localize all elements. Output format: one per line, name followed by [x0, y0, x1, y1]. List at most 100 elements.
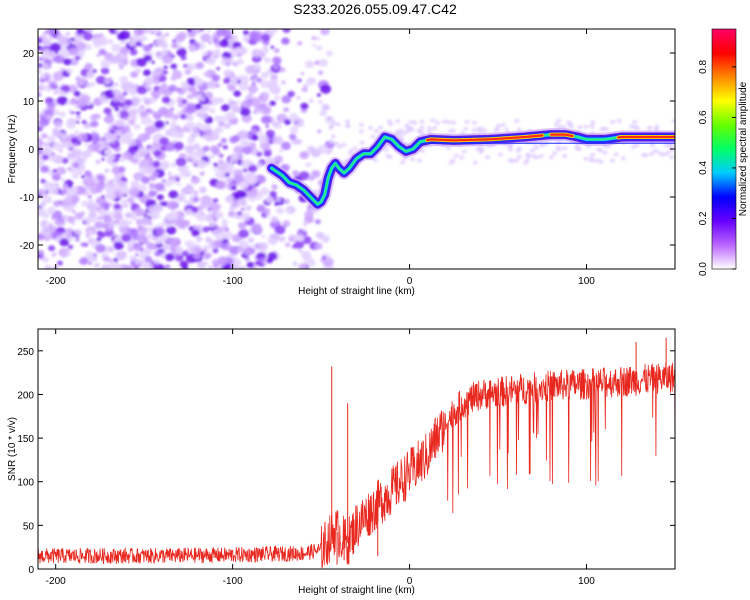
noise-speckle: [324, 115, 335, 124]
noise-speckle: [184, 144, 195, 154]
noise-speckle: [97, 215, 103, 221]
noise-speckle: [73, 143, 78, 147]
noise-speckle: [120, 198, 128, 205]
noise-speckle: [235, 100, 240, 105]
noise-speckle: [251, 81, 257, 86]
spectrogram-xtick-label: -200: [46, 276, 66, 287]
noise-speckle: [84, 143, 88, 147]
noise-speckle: [281, 95, 292, 104]
noise-speckle: [228, 211, 234, 216]
noise-speckle: [186, 77, 196, 86]
noise-speckle: [238, 75, 250, 85]
noise-speckle: [260, 80, 270, 89]
spectrogram-xtick-label: -100: [223, 276, 243, 287]
noise-speckle: [161, 55, 173, 64]
ridge-speckle: [463, 126, 469, 131]
noise-speckle: [137, 184, 147, 193]
noise-speckle: [63, 58, 72, 66]
ridge-speckle: [331, 121, 337, 125]
ridge-speckle: [426, 126, 432, 131]
noise-speckle: [120, 187, 130, 195]
noise-speckle: [168, 175, 174, 181]
noise-speckle: [198, 186, 207, 193]
noise-speckle: [242, 168, 248, 173]
snr-ytick-label: 150: [17, 434, 34, 445]
noise-speckle: [91, 129, 96, 133]
noise-speckle: [69, 191, 76, 197]
noise-speckle: [195, 62, 205, 69]
ridge-speckle: [603, 127, 609, 132]
noise-speckle: [153, 29, 162, 33]
noise-speckle: [95, 196, 107, 206]
noise-speckle: [136, 233, 148, 243]
noise-speckle: [238, 240, 249, 249]
noise-speckle: [214, 170, 226, 179]
colorbar-label: Normalized spectral amplitude: [738, 81, 749, 216]
spectrogram-ylabel: Frequency (Hz): [7, 115, 18, 184]
noise-speckle: [180, 81, 189, 88]
noise-speckle: [44, 265, 52, 269]
noise-speckle: [144, 125, 156, 135]
noise-speckle: [127, 113, 138, 122]
noise-speckle: [314, 219, 321, 225]
ridge-speckle: [549, 155, 554, 160]
noise-speckle: [66, 101, 71, 106]
noise-speckle: [58, 111, 66, 118]
spectrogram-ytick-label: 20: [23, 49, 35, 60]
noise-speckle: [75, 111, 81, 116]
noise-speckle: [154, 182, 165, 192]
noise-speckle: [315, 231, 325, 239]
noise-speckle: [207, 154, 213, 159]
noise-speckle: [96, 36, 108, 46]
noise-speckle: [256, 162, 263, 168]
spectrogram-ytick-label: -10: [20, 193, 35, 204]
noise-speckle: [46, 101, 56, 109]
ridge-hot-core: [617, 135, 675, 139]
noise-speckle: [123, 117, 129, 121]
ridge-speckle: [417, 158, 422, 163]
noise-speckle: [46, 114, 53, 121]
noise-speckle: [253, 74, 258, 78]
noise-speckle: [260, 115, 271, 124]
noise-speckle: [176, 48, 187, 57]
snr-xtick-label: 100: [578, 576, 595, 587]
noise-speckle: [243, 248, 253, 256]
noise-speckle: [202, 51, 208, 57]
noise-speckle: [103, 131, 114, 141]
noise-speckle: [200, 202, 209, 210]
noise-speckle: [240, 207, 245, 211]
noise-speckle: [118, 102, 125, 108]
noise-speckle: [113, 126, 117, 130]
noise-speckle: [48, 37, 54, 42]
noise-speckle: [42, 256, 50, 263]
noise-speckle: [38, 56, 44, 62]
noise-speckle: [214, 211, 224, 219]
ridge-speckle: [347, 151, 353, 156]
ridge-speckle: [482, 129, 488, 133]
noise-speckle: [209, 108, 216, 114]
noise-speckle: [190, 132, 197, 139]
noise-speckle: [170, 76, 175, 80]
noise-speckle: [173, 114, 180, 120]
noise-speckle: [268, 88, 274, 93]
ridge-speckle: [409, 127, 415, 132]
noise-speckle: [48, 223, 53, 227]
noise-speckle: [239, 155, 244, 159]
ridge-speckle: [446, 120, 452, 124]
noise-speckle: [159, 137, 169, 146]
noise-speckle: [135, 208, 145, 217]
noise-speckle: [128, 228, 139, 237]
noise-speckle: [206, 29, 211, 33]
ridge-speckle: [613, 152, 619, 157]
noise-speckle: [293, 240, 305, 249]
noise-speckle: [205, 236, 213, 243]
noise-speckle: [180, 187, 189, 195]
noise-speckle: [275, 197, 282, 203]
noise-speckle: [233, 174, 245, 184]
noise-speckle: [38, 83, 46, 92]
noise-speckle: [247, 237, 255, 243]
noise-speckle: [265, 196, 274, 203]
noise-speckle: [209, 145, 220, 153]
noise-speckle: [71, 172, 80, 179]
noise-speckle: [317, 129, 322, 134]
